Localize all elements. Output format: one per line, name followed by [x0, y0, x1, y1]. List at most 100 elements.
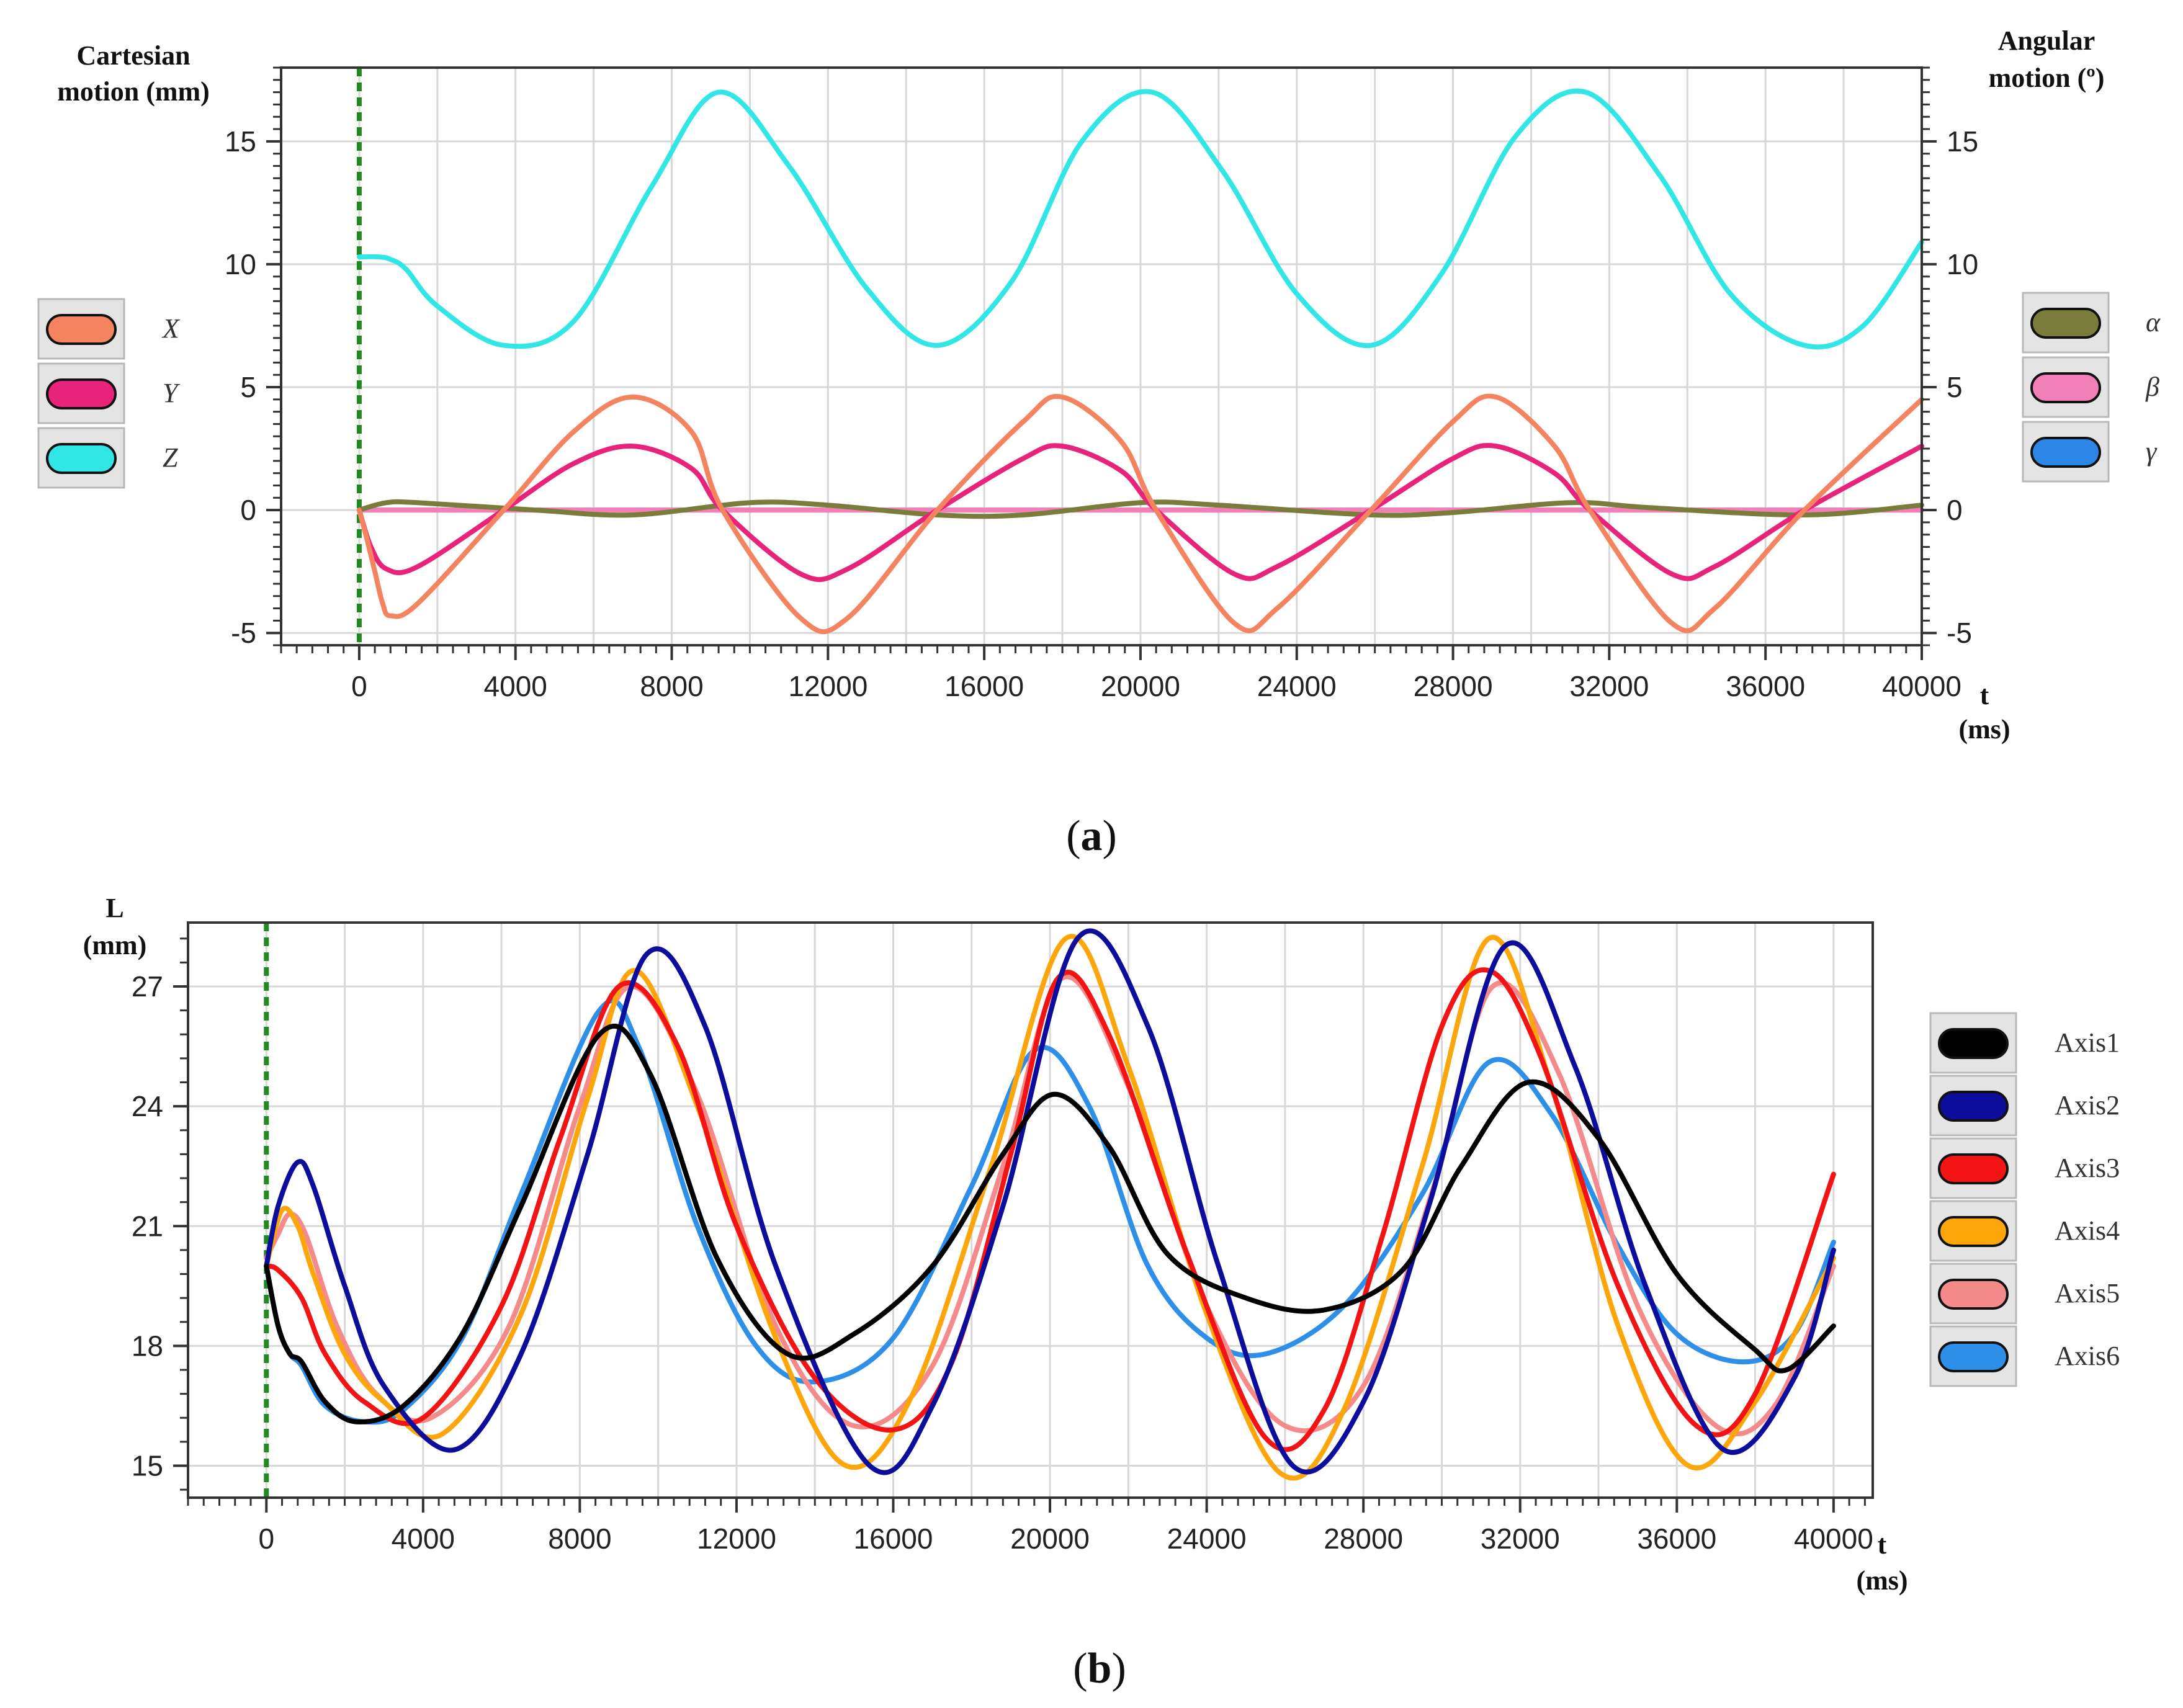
legend: Axis1 Axis2 Axis3 Axis4 Axis5 Axis6 [1929, 1012, 2120, 1387]
legend-swatch [46, 314, 117, 345]
legend-label: Axis2 [2055, 1090, 2120, 1120]
y-right-tick-label: 10 [1947, 248, 1978, 280]
legend-item: Axis2 [1929, 1075, 2120, 1137]
x-tick-label: 12000 [697, 1522, 776, 1555]
caption-a-part: a [1081, 812, 1103, 860]
legend-label: α [2146, 307, 2161, 338]
series-line-x [356, 393, 1924, 635]
series-group [356, 88, 1924, 635]
legend-item: Axis3 [1929, 1137, 2120, 1199]
series-line-axis2 [264, 928, 1836, 1475]
caption-b-part: ( [1073, 1645, 1087, 1692]
legend-swatch [1938, 1028, 2009, 1059]
y-tick-label: -5 [231, 617, 256, 649]
y-tick-label: 24 [132, 1090, 163, 1122]
plot-frame [187, 921, 1874, 1499]
y-right-tick-label: -5 [1947, 617, 1972, 649]
legend-label: Z [163, 442, 178, 473]
legend-item: β [2022, 356, 2159, 418]
legend-label: Axis5 [2055, 1278, 2120, 1308]
x-tick-label: 24000 [1257, 670, 1337, 702]
legend-swatch [1938, 1091, 2009, 1122]
legend-label: β [2145, 372, 2159, 402]
caption-b-part: ) [1111, 1645, 1126, 1692]
x-axis-title: t [1980, 680, 1989, 710]
x-axis-title: (ms) [1958, 714, 2010, 744]
series-line- [356, 499, 1924, 519]
series-line-y [356, 443, 1924, 583]
y-tick-label: 5 [240, 371, 256, 403]
y-axis-title-right: Angular [1998, 25, 2095, 56]
legend-left: X Y Z [37, 298, 181, 489]
legend-item: Axis5 [1929, 1263, 2120, 1325]
y-axis-title-left: motion (mm) [57, 76, 210, 107]
legend-item: Axis6 [1929, 1325, 2120, 1387]
x-tick-label: 12000 [788, 670, 867, 702]
legend-swatch [2030, 372, 2101, 403]
x-tick-label: 4000 [484, 670, 547, 702]
x-tick-label: 8000 [640, 670, 703, 702]
y-tick-label: 18 [132, 1330, 163, 1362]
legend-swatch [2030, 437, 2101, 468]
legend-swatch [46, 378, 117, 409]
y-axis-title: (mm) [83, 930, 147, 960]
x-tick-label: 0 [258, 1522, 274, 1555]
x-tick-label: 36000 [1637, 1522, 1716, 1555]
y-axis-right: -5 0 5 10 15 [1922, 66, 1978, 649]
y-axis-title-right: motion (º) [1989, 63, 2105, 93]
x-tick-label: 40000 [1794, 1522, 1873, 1555]
series-group [264, 928, 1836, 1481]
x-tick-label: 32000 [1569, 670, 1649, 702]
y-axis-left: -5 0 5 10 15 [225, 66, 281, 649]
y-right-tick-label: 15 [1947, 125, 1978, 158]
x-axis: 0 4000 8000 12000 16000 20000 24000 28000 32000 3… [187, 1498, 1873, 1555]
caption-a: (a) [1066, 812, 1117, 860]
plot-frame [280, 66, 1923, 646]
chart-b: 0 4000 8000 12000 16000 20000 24000 28000 32000 3… [83, 893, 2120, 1692]
y-tick-label: 21 [132, 1210, 163, 1242]
legend-swatch [1938, 1341, 2009, 1372]
legend-label: γ [2146, 436, 2158, 467]
x-tick-label: 16000 [854, 1522, 933, 1555]
x-tick-label: 16000 [944, 670, 1024, 702]
caption-b: (b) [1073, 1645, 1126, 1692]
legend-right: α β γ [2022, 292, 2161, 483]
x-tick-label: 4000 [392, 1522, 455, 1555]
x-axis-title: t [1878, 1529, 1887, 1560]
legend-item: γ [2022, 421, 2158, 483]
x-tick-label: 28000 [1324, 1522, 1403, 1555]
x-tick-label: 8000 [548, 1522, 611, 1555]
y-tick-label: 10 [225, 248, 256, 280]
y-tick-label: 15 [132, 1450, 163, 1482]
legend-item: α [2022, 292, 2161, 354]
y-tick-label: 27 [132, 970, 163, 1003]
plot-area [281, 68, 1922, 645]
legend-label: Axis4 [2055, 1215, 2120, 1246]
chart-a: 0 4000 8000 12000 16000 20000 24000 28000 32000 3… [37, 25, 2161, 860]
legend-swatch [1938, 1279, 2009, 1310]
x-tick-label: 28000 [1414, 670, 1493, 702]
y-axis-left: 15 18 21 24 27 [132, 937, 188, 1491]
series-line-axis3 [264, 967, 1836, 1452]
series-line-z [356, 88, 1924, 350]
x-tick-label: 40000 [1882, 670, 1961, 702]
x-tick-label: 20000 [1010, 1522, 1090, 1555]
x-axis-title: (ms) [1856, 1565, 1907, 1596]
legend-label: Axis1 [2055, 1027, 2120, 1058]
legend-swatch [1938, 1153, 2009, 1184]
x-axis: 0 4000 8000 12000 16000 20000 24000 28000 32000 3… [280, 645, 1961, 702]
legend-swatch [46, 443, 117, 474]
caption-b-part: b [1088, 1645, 1112, 1692]
y-right-tick-label: 5 [1947, 371, 1963, 403]
x-tick-label: 32000 [1481, 1522, 1560, 1555]
legend-label: Y [163, 378, 181, 408]
legend-item: Y [37, 362, 181, 424]
y-axis-title-left: Cartesian [76, 40, 190, 71]
legend-label: Axis3 [2055, 1153, 2120, 1183]
caption-a-part: ( [1066, 812, 1080, 860]
legend-item: Z [37, 427, 178, 489]
legend-item: Axis1 [1929, 1012, 2120, 1074]
series-line-axis6 [264, 998, 1836, 1425]
x-tick-label: 0 [351, 670, 367, 702]
